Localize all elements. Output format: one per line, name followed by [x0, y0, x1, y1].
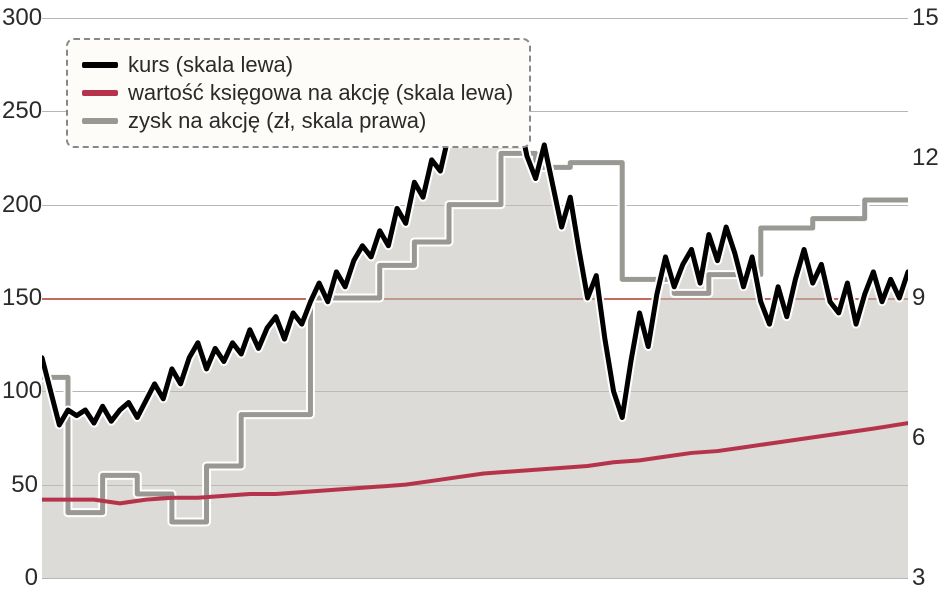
- y-left-tick-label: 300: [2, 4, 38, 32]
- y-left-tick-label: 100: [2, 377, 38, 405]
- legend-swatch: [82, 62, 118, 68]
- legend-swatch: [82, 90, 118, 96]
- y-left-tick-label: 250: [2, 97, 38, 125]
- y-left-tick-label: 0: [2, 564, 38, 592]
- legend-label: kurs (skala lewa): [128, 52, 293, 78]
- legend-item: zysk na akcję (zł, skala prawa): [82, 108, 513, 134]
- y-right-tick-label: 15: [912, 4, 944, 32]
- legend-item: kurs (skala lewa): [82, 52, 513, 78]
- y-right-tick-label: 6: [912, 424, 944, 452]
- legend: kurs (skala lewa)wartość księgowa na akc…: [66, 38, 531, 148]
- legend-label: zysk na akcję (zł, skala prawa): [128, 108, 426, 134]
- y-left-tick-label: 150: [2, 284, 38, 312]
- y-right-tick-label: 12: [912, 144, 944, 172]
- legend-label: wartość księgowa na akcję (skala lewa): [128, 80, 513, 106]
- y-right-tick-label: 3: [912, 564, 944, 592]
- y-right-tick-label: 9: [912, 284, 944, 312]
- grid-line: [42, 578, 908, 579]
- y-left-tick-label: 200: [2, 191, 38, 219]
- legend-item: wartość księgowa na akcję (skala lewa): [82, 80, 513, 106]
- y-left-tick-label: 50: [2, 471, 38, 499]
- legend-swatch: [82, 118, 118, 124]
- chart-frame: 0501001502002503003691215 kurs (skala le…: [42, 18, 908, 578]
